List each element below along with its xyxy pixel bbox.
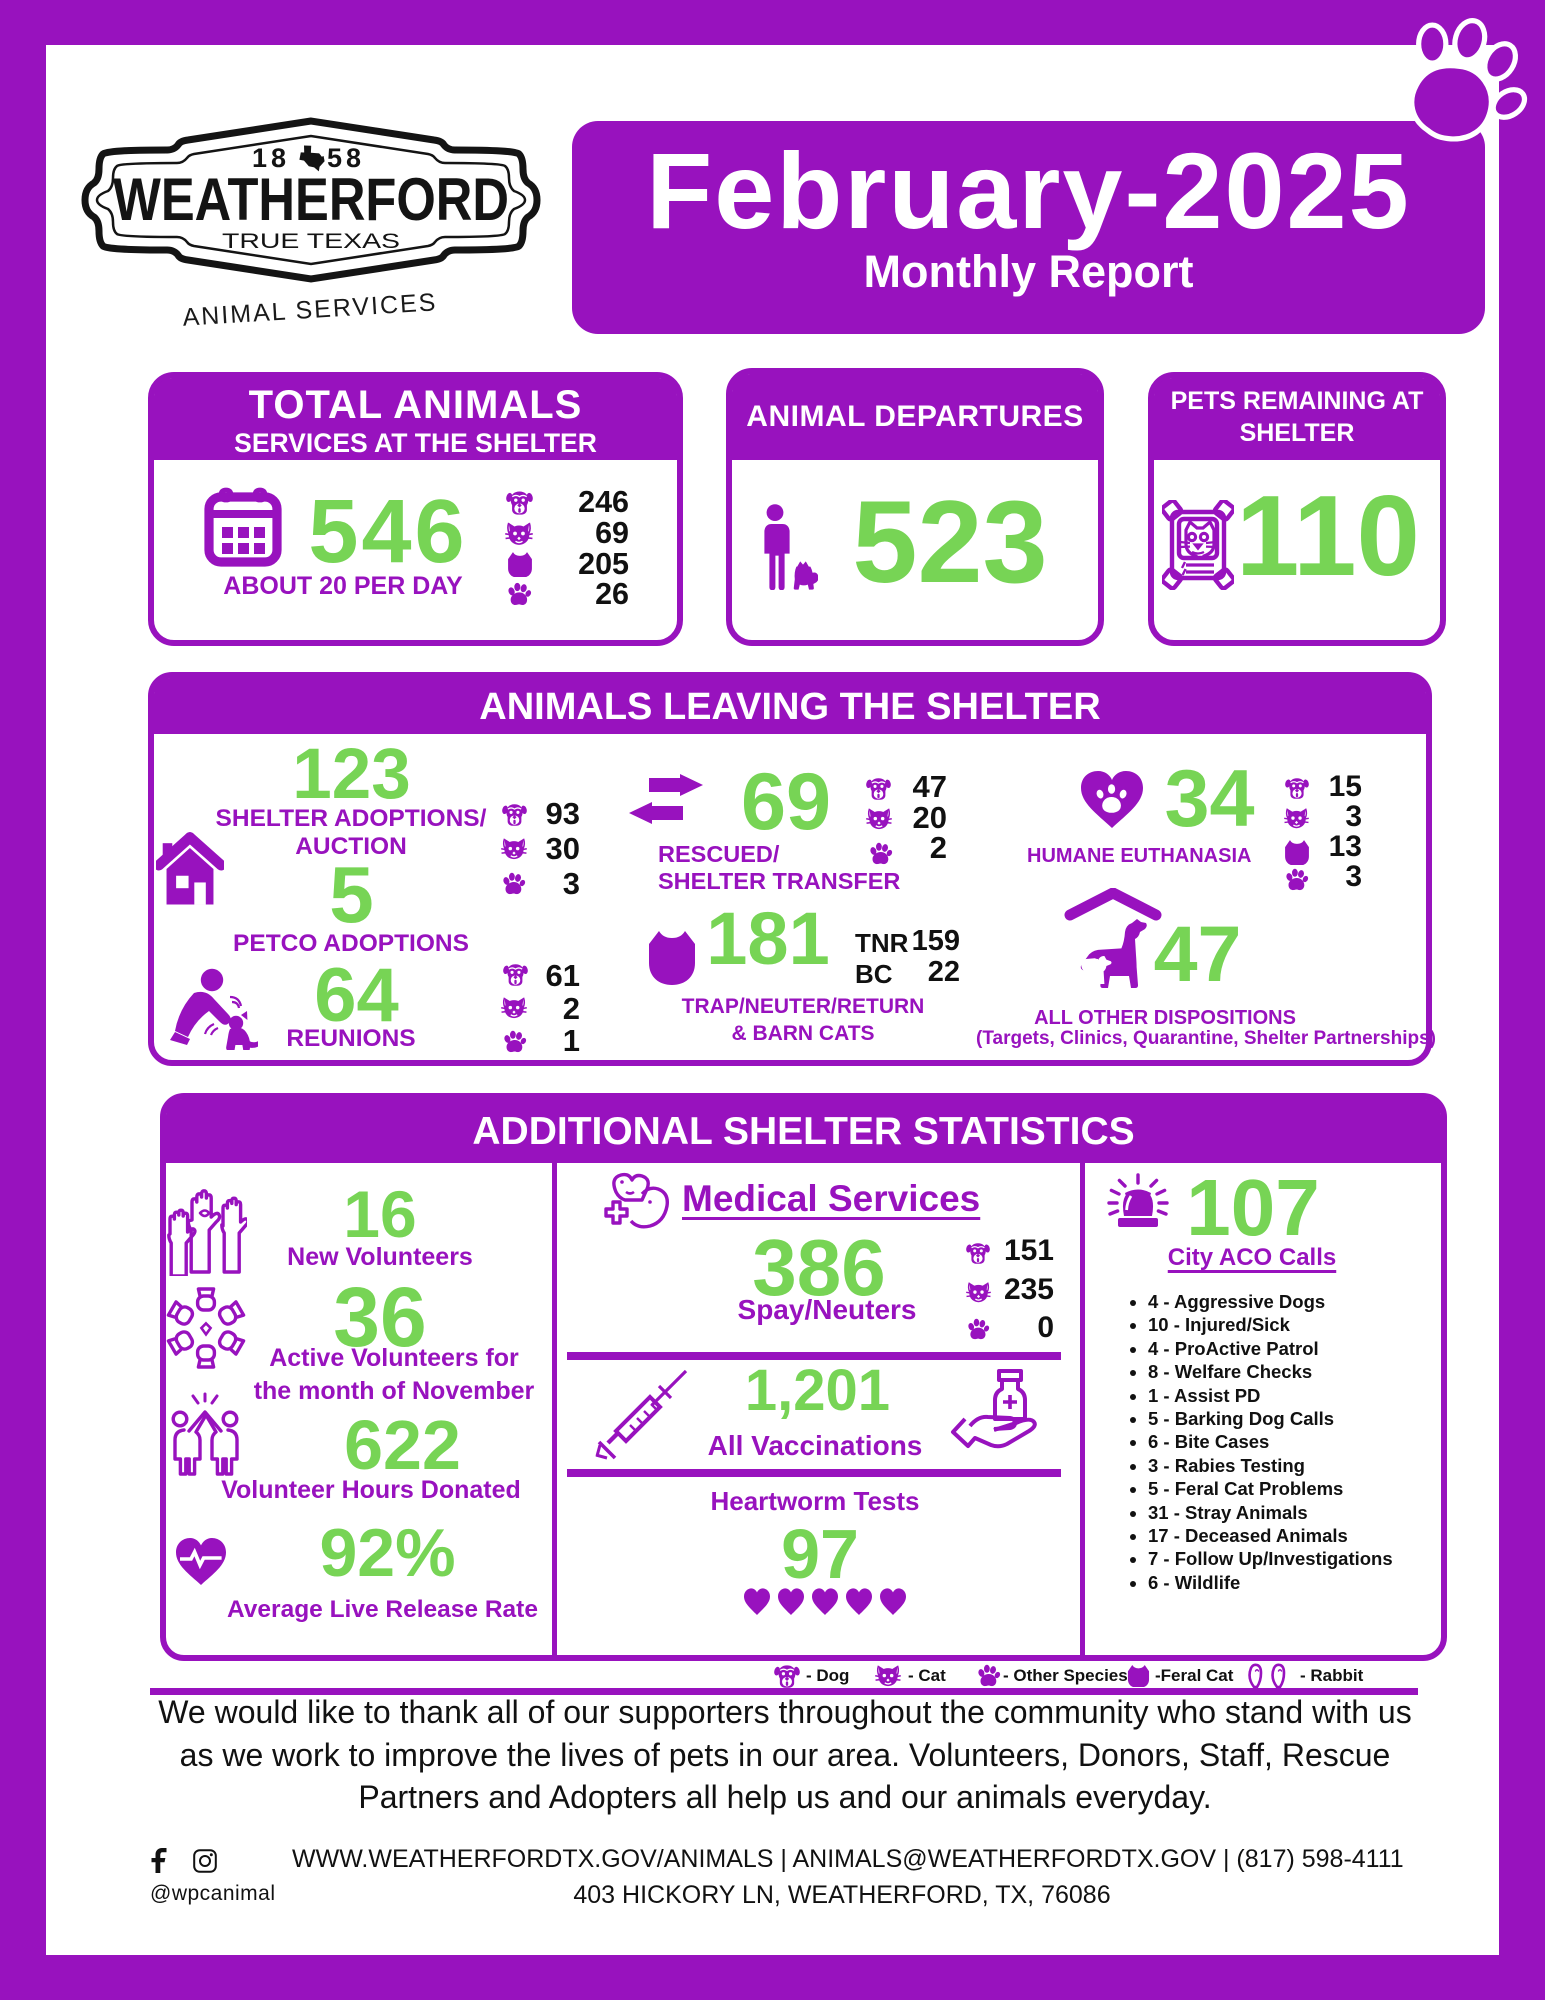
svg-text:18: 18 [252,143,290,173]
svg-text:58: 58 [327,143,365,173]
svg-text:TRUE TEXAS: TRUE TEXAS [222,230,400,253]
svg-text:WEATHERFORD: WEATHERFORD [113,166,509,233]
